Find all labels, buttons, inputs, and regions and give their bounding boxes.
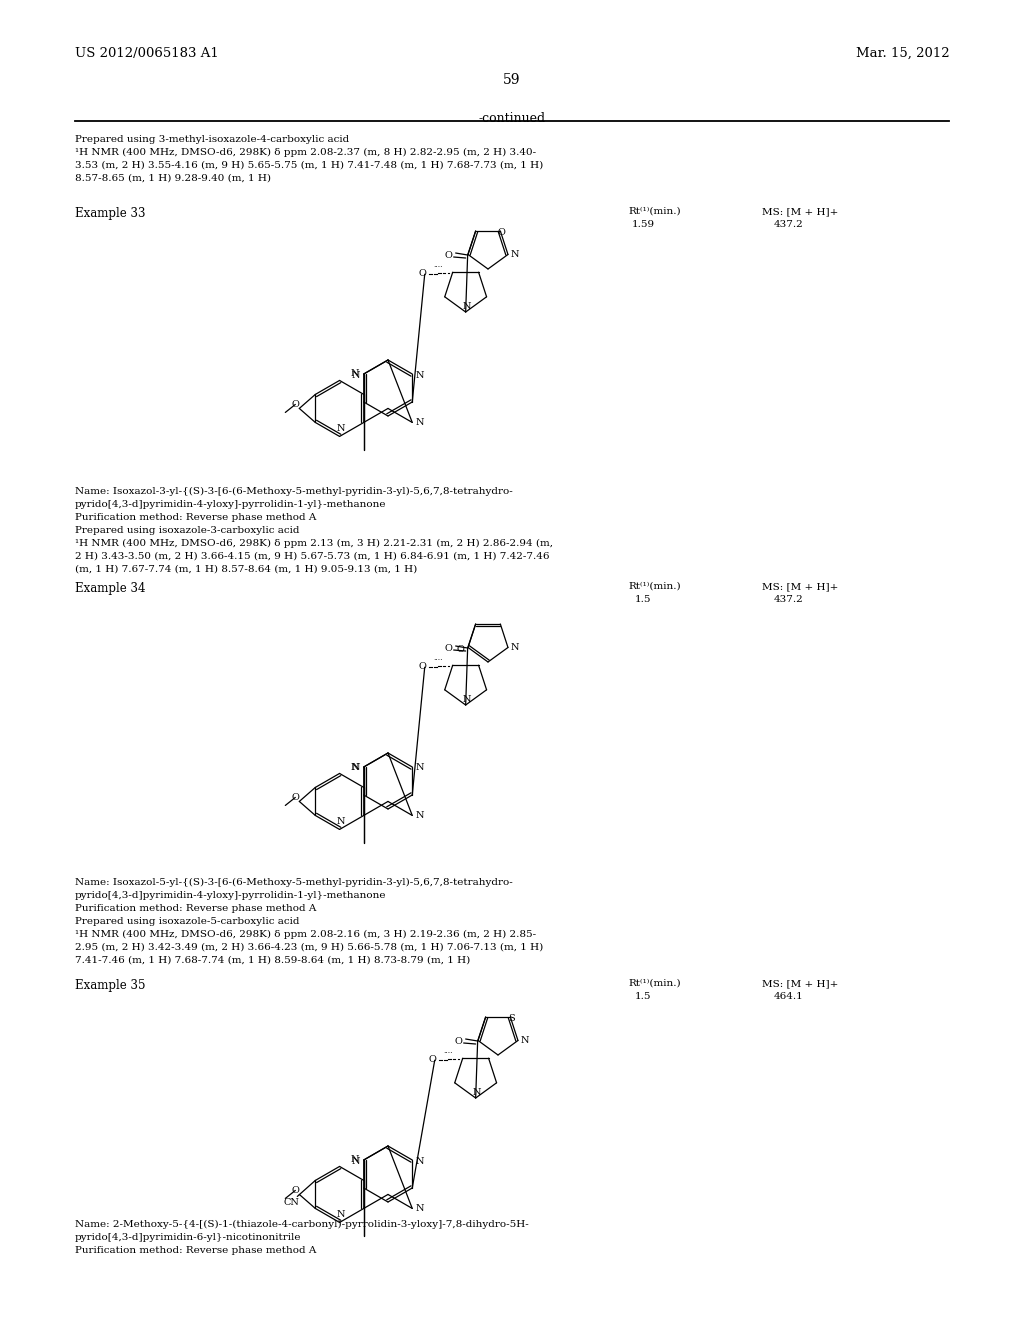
Text: N: N — [511, 643, 519, 652]
Text: Prepared using isoxazole-3-carboxylic acid: Prepared using isoxazole-3-carboxylic ac… — [75, 525, 299, 535]
Text: ¹H NMR (400 MHz, DMSO-d6, 298K) δ ppm 2.13 (m, 3 H) 2.21-2.31 (m, 2 H) 2.86-2.94: ¹H NMR (400 MHz, DMSO-d6, 298K) δ ppm 2.… — [75, 539, 553, 548]
Text: O: O — [292, 1185, 299, 1195]
Text: N: N — [463, 694, 471, 704]
Text: -continued: -continued — [478, 112, 546, 125]
Text: S: S — [508, 1014, 515, 1023]
Text: (m, 1 H) 7.67-7.74 (m, 1 H) 8.57-8.64 (m, 1 H) 9.05-9.13 (m, 1 H): (m, 1 H) 7.67-7.74 (m, 1 H) 8.57-8.64 (m… — [75, 565, 417, 574]
Text: Rt⁽¹⁾(min.): Rt⁽¹⁾(min.) — [628, 979, 681, 987]
Text: N: N — [463, 301, 471, 310]
Text: 2 H) 3.43-3.50 (m, 2 H) 3.66-4.15 (m, 9 H) 5.67-5.73 (m, 1 H) 6.84-6.91 (m, 1 H): 2 H) 3.43-3.50 (m, 2 H) 3.66-4.15 (m, 9 … — [75, 552, 550, 561]
Text: 437.2: 437.2 — [774, 595, 804, 605]
Text: N: N — [472, 1088, 481, 1097]
Text: Name: Isoxazol-5-yl-{(S)-3-[6-(6-Methoxy-5-methyl-pyridin-3-yl)-5,6,7,8-tetrahyd: Name: Isoxazol-5-yl-{(S)-3-[6-(6-Methoxy… — [75, 878, 513, 887]
Text: CN: CN — [284, 1199, 299, 1206]
Text: N: N — [350, 370, 359, 379]
Text: N: N — [350, 763, 359, 771]
Text: ¹H NMR (400 MHz, DMSO-d6, 298K) δ ppm 2.08-2.16 (m, 3 H) 2.19-2.36 (m, 2 H) 2.85: ¹H NMR (400 MHz, DMSO-d6, 298K) δ ppm 2.… — [75, 931, 537, 939]
Text: Purification method: Reverse phase method A: Purification method: Reverse phase metho… — [75, 904, 316, 913]
Text: ····: ···· — [433, 656, 442, 664]
Text: Prepared using 3-methyl-isoxazole-4-carboxylic acid: Prepared using 3-methyl-isoxazole-4-carb… — [75, 135, 349, 144]
Text: N: N — [416, 1204, 425, 1213]
Text: O: O — [444, 251, 453, 260]
Text: N: N — [350, 1155, 359, 1164]
Text: Example 34: Example 34 — [75, 582, 145, 595]
Text: O: O — [419, 661, 427, 671]
Text: N: N — [511, 249, 519, 259]
Text: N: N — [416, 763, 425, 772]
Text: ¹H NMR (400 MHz, DMSO-d6, 298K) δ ppm 2.08-2.37 (m, 8 H) 2.82-2.95 (m, 2 H) 3.40: ¹H NMR (400 MHz, DMSO-d6, 298K) δ ppm 2.… — [75, 148, 537, 157]
Text: US 2012/0065183 A1: US 2012/0065183 A1 — [75, 48, 219, 59]
Text: 7.41-7.46 (m, 1 H) 7.68-7.74 (m, 1 H) 8.59-8.64 (m, 1 H) 8.73-8.79 (m, 1 H): 7.41-7.46 (m, 1 H) 7.68-7.74 (m, 1 H) 8.… — [75, 956, 470, 965]
Text: N: N — [351, 371, 360, 380]
Text: Prepared using isoxazole-5-carboxylic acid: Prepared using isoxazole-5-carboxylic ac… — [75, 917, 299, 927]
Text: N: N — [351, 763, 360, 772]
Text: N: N — [336, 424, 345, 433]
Text: N: N — [416, 371, 425, 380]
Text: Purification method: Reverse phase method A: Purification method: Reverse phase metho… — [75, 1246, 316, 1255]
Text: O: O — [498, 227, 505, 236]
Text: 2.95 (m, 2 H) 3.42-3.49 (m, 2 H) 3.66-4.23 (m, 9 H) 5.66-5.78 (m, 1 H) 7.06-7.13: 2.95 (m, 2 H) 3.42-3.49 (m, 2 H) 3.66-4.… — [75, 942, 544, 952]
Text: N: N — [351, 1156, 360, 1166]
Text: pyrido[4,3-d]pyrimidin-4-yloxy]-pyrrolidin-1-yl}-methanone: pyrido[4,3-d]pyrimidin-4-yloxy]-pyrrolid… — [75, 891, 386, 900]
Text: Rt⁽¹⁾(min.): Rt⁽¹⁾(min.) — [628, 582, 681, 591]
Text: N: N — [416, 810, 425, 820]
Text: MS: [M + H]+: MS: [M + H]+ — [762, 207, 839, 216]
Text: 1.59: 1.59 — [632, 220, 654, 228]
Text: O: O — [444, 644, 453, 652]
Text: MS: [M + H]+: MS: [M + H]+ — [762, 979, 839, 987]
Text: 1.5: 1.5 — [635, 993, 651, 1001]
Text: Example 35: Example 35 — [75, 979, 145, 993]
Text: 59: 59 — [503, 73, 521, 87]
Text: 1.5: 1.5 — [635, 595, 651, 605]
Text: O: O — [292, 400, 299, 409]
Text: 8.57-8.65 (m, 1 H) 9.28-9.40 (m, 1 H): 8.57-8.65 (m, 1 H) 9.28-9.40 (m, 1 H) — [75, 174, 271, 183]
Text: N: N — [336, 1210, 345, 1218]
Text: Example 33: Example 33 — [75, 207, 145, 220]
Text: ····: ···· — [433, 263, 442, 271]
Text: MS: [M + H]+: MS: [M + H]+ — [762, 582, 839, 591]
Text: pyrido[4,3-d]pyrimidin-6-yl}-nicotinonitrile: pyrido[4,3-d]pyrimidin-6-yl}-nicotinonit… — [75, 1233, 301, 1242]
Text: Name: 2-Methoxy-5-{4-[(S)-1-(thiazole-4-carbonyl)-pyrrolidin-3-yloxy]-7,8-dihydr: Name: 2-Methoxy-5-{4-[(S)-1-(thiazole-4-… — [75, 1220, 528, 1229]
Text: pyrido[4,3-d]pyrimidin-4-yloxy]-pyrrolidin-1-yl}-methanone: pyrido[4,3-d]pyrimidin-4-yloxy]-pyrrolid… — [75, 500, 386, 510]
Text: Rt⁽¹⁾(min.): Rt⁽¹⁾(min.) — [628, 207, 681, 216]
Text: N: N — [416, 1156, 425, 1166]
Text: N: N — [416, 418, 425, 426]
Text: N: N — [521, 1036, 529, 1045]
Text: O: O — [429, 1055, 436, 1064]
Text: O: O — [292, 793, 299, 803]
Text: ····: ···· — [443, 1049, 453, 1057]
Text: Mar. 15, 2012: Mar. 15, 2012 — [856, 48, 950, 59]
Text: Name: Isoxazol-3-yl-{(S)-3-[6-(6-Methoxy-5-methyl-pyridin-3-yl)-5,6,7,8-tetrahyd: Name: Isoxazol-3-yl-{(S)-3-[6-(6-Methoxy… — [75, 487, 513, 496]
Text: O: O — [419, 269, 427, 277]
Text: Purification method: Reverse phase method A: Purification method: Reverse phase metho… — [75, 513, 316, 521]
Text: 3.53 (m, 2 H) 3.55-4.16 (m, 9 H) 5.65-5.75 (m, 1 H) 7.41-7.48 (m, 1 H) 7.68-7.73: 3.53 (m, 2 H) 3.55-4.16 (m, 9 H) 5.65-5.… — [75, 161, 544, 170]
Text: O: O — [455, 1036, 463, 1045]
Text: O: O — [456, 645, 464, 653]
Text: 437.2: 437.2 — [774, 220, 804, 228]
Text: 464.1: 464.1 — [774, 993, 804, 1001]
Text: N: N — [336, 817, 345, 826]
